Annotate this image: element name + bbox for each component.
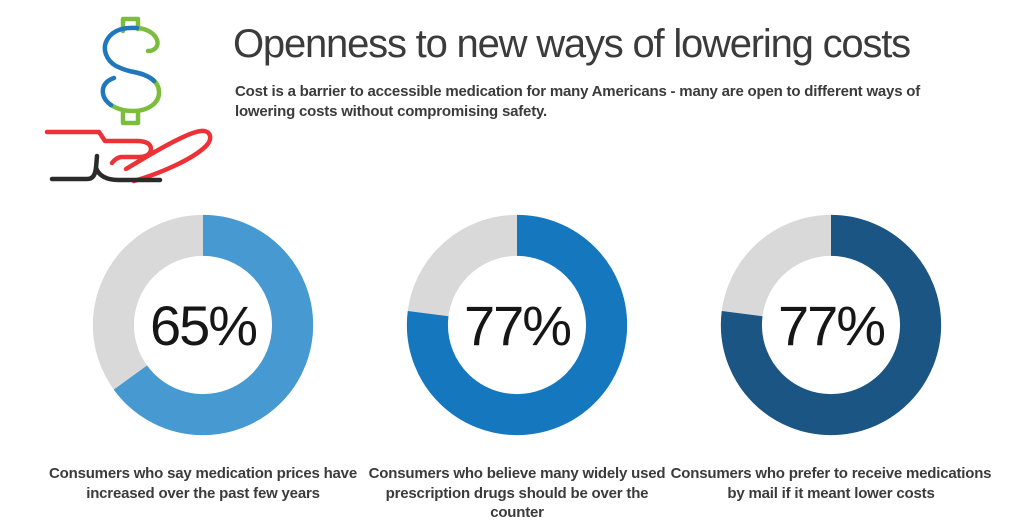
donut-chart-3: 77% [719, 213, 943, 437]
donut-ring-1 [92, 214, 314, 436]
chart-column-1: 65% Consumers who say medication prices … [48, 213, 358, 523]
donut-chart-2: 77% [405, 213, 629, 437]
chart-column-2: 77% Consumers who believe many widely us… [362, 213, 672, 523]
donut-fill [406, 214, 628, 436]
donut-ring-3 [720, 214, 942, 436]
chart-caption-3: Consumers who prefer to receive medicati… [670, 465, 992, 502]
donut-chart-row: 65% Consumers who say medication prices … [48, 213, 992, 523]
chart-column-3: 77% Consumers who prefer to receive medi… [671, 213, 992, 523]
donut-fill [92, 214, 314, 436]
donut-ring-2 [406, 214, 628, 436]
hand-black-strokes [49, 153, 163, 183]
hand-holding-dollar-icon [44, 16, 213, 184]
page-title: Openness to new ways of lowering costs [233, 22, 911, 66]
donut-fill [720, 214, 942, 436]
dollar-sign-blue-strokes [100, 25, 157, 108]
page-subtitle: Cost is a barrier to accessible medicati… [235, 83, 921, 121]
chart-caption-1: Consumers who say medication prices have… [49, 465, 357, 502]
chart-caption-2: Consumers who believe many widely used p… [368, 465, 666, 521]
hand-red-strokes [44, 128, 213, 184]
donut-chart-1: 65% [91, 213, 315, 437]
header: Openness to new ways of lowering costs C… [233, 22, 993, 123]
